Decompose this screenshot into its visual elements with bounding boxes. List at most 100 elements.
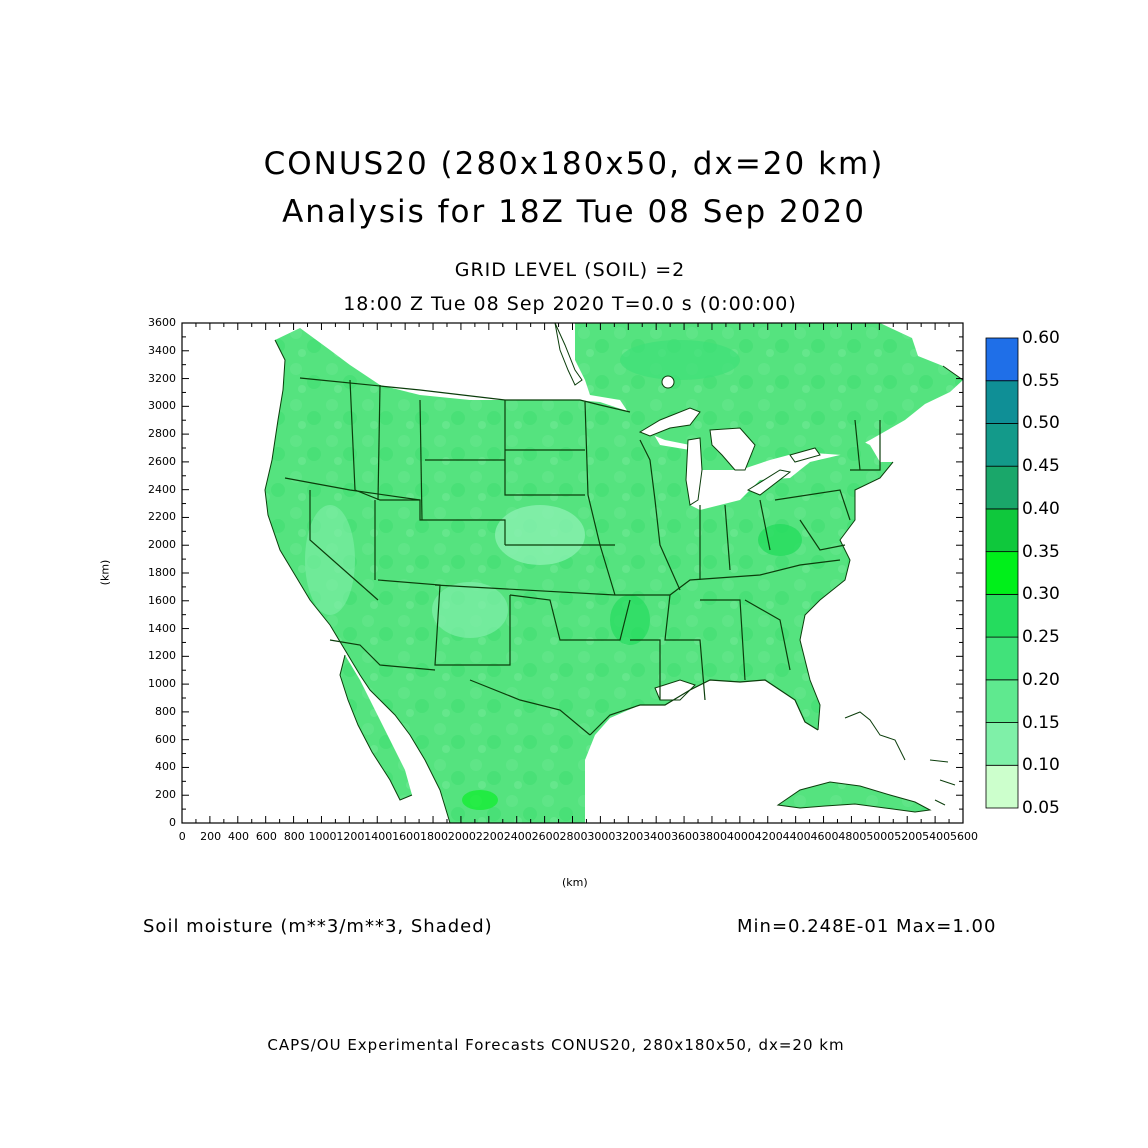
- y-axis-label: (km): [98, 559, 112, 586]
- x-tick-label: 2600: [531, 830, 560, 843]
- cuba-land: [778, 782, 930, 812]
- colorbar-label: 0.15: [1022, 712, 1060, 733]
- y-tick-label: 2400: [148, 482, 176, 496]
- x-tick-label: 3800: [698, 830, 727, 843]
- y-tick-label: 2600: [148, 454, 176, 468]
- minmax-caption: Min=0.248E-01 Max=1.00: [737, 916, 997, 937]
- x-axis-label: (km): [562, 876, 588, 889]
- x-tick-label: 0: [178, 830, 186, 843]
- variable-caption: Soil moisture (m**3/m**3, Shaded): [143, 916, 493, 937]
- x-tick-label: 3200: [615, 830, 644, 843]
- x-tick-label: 5000: [866, 830, 895, 843]
- colorbar-swatch: [985, 423, 1019, 467]
- y-tick-label: 400: [155, 760, 176, 774]
- colorbar-swatch: [985, 764, 1019, 809]
- y-tick-label: 600: [155, 732, 176, 746]
- us-canada-border: [299, 377, 631, 413]
- x-tick-label: 1400: [364, 830, 393, 843]
- y-tick-label: 1600: [148, 593, 176, 607]
- lake-huron: [709, 427, 756, 471]
- time-label: 18:00 Z Tue 08 Sep 2020 T=0.0 s (0:00:00…: [343, 293, 797, 315]
- x-tick-label: 4800: [838, 830, 867, 843]
- grid-level-label: GRID LEVEL (SOIL) =2: [454, 259, 686, 281]
- y-tick-label: 200: [155, 788, 176, 802]
- colorbar-swatch: [985, 679, 1019, 723]
- plot-area: [182, 322, 964, 824]
- x-tick-label: 5600: [950, 830, 978, 843]
- colorbar-label: 0.20: [1022, 669, 1060, 690]
- colorbar-label: 0.40: [1022, 498, 1060, 519]
- colorbar-swatch: [985, 380, 1019, 424]
- x-tick-label: 2200: [475, 830, 504, 843]
- coastlines: [264, 339, 964, 824]
- conus-land: [265, 328, 893, 823]
- colorbar-swatch: [985, 465, 1019, 510]
- colorbar-label: 0.10: [1022, 755, 1060, 776]
- y-tick-label: 1200: [148, 649, 176, 663]
- lake-michigan: [685, 437, 703, 506]
- water-bodies: [554, 322, 821, 701]
- x-tick-label: 200: [200, 830, 222, 843]
- y-tick-label: 3600: [148, 316, 176, 329]
- x-tick-label: 4600: [810, 830, 839, 843]
- hudson-bay-edge: [554, 322, 583, 386]
- colorbar-swatch: [985, 636, 1019, 681]
- lake-erie: [746, 469, 792, 496]
- y-tick-label: 3200: [148, 371, 176, 385]
- x-tick-label: 3600: [671, 830, 700, 843]
- colorbar-label: 0.25: [1022, 627, 1060, 648]
- colorbar-label: 0.35: [1022, 541, 1060, 562]
- colorbar-label: 0.50: [1022, 413, 1060, 434]
- land-field: [265, 323, 963, 823]
- colorbar-swatch: [985, 551, 1019, 595]
- y-tick-label: 800: [155, 704, 176, 718]
- axis-ticks: [181, 322, 964, 824]
- colorbar-label: 0.60: [1022, 328, 1060, 348]
- x-tick-label: 4400: [782, 830, 811, 843]
- y-tick-label: 2000: [148, 538, 176, 552]
- y-tick-label: 2200: [148, 510, 176, 524]
- y-tick-label: 0: [169, 816, 176, 829]
- footer-text: CAPS/OU Experimental Forecasts CONUS20, …: [267, 1036, 845, 1054]
- x-tick-label: 5400: [922, 830, 951, 843]
- y-tick-label: 3400: [148, 343, 176, 357]
- colorbar-label: 0.30: [1022, 584, 1060, 605]
- x-tick-label: 2800: [559, 830, 588, 843]
- x-tick-label: 4000: [726, 830, 755, 843]
- y-tick-label: 1400: [148, 621, 176, 635]
- title-line-1: CONUS20 (280x180x50, dx=20 km): [263, 146, 885, 182]
- gulf-coast-water: [654, 679, 696, 701]
- colorbar: [985, 337, 1019, 809]
- x-tick-label: 2400: [503, 830, 532, 843]
- y-tick-label: 1800: [148, 566, 176, 579]
- x-tick-label: 1800: [420, 830, 449, 843]
- colorbar-swatch: [985, 337, 1019, 382]
- colorbar-label: 0.45: [1022, 456, 1060, 477]
- x-tick-label: 4200: [754, 830, 783, 843]
- x-tick-label: 1200: [336, 830, 365, 843]
- colorbar-label: 0.05: [1022, 798, 1060, 818]
- x-tick-label: 2000: [447, 830, 476, 843]
- x-tick-label: 5200: [894, 830, 923, 843]
- lake-superior: [638, 407, 701, 437]
- lake-ontario: [789, 447, 821, 463]
- gulf-coastline: [589, 679, 819, 736]
- x-tick-label: 3000: [587, 830, 616, 843]
- baja-land: [340, 655, 412, 800]
- y-tick-label: 2800: [148, 427, 176, 441]
- x-tick-label: 1000: [308, 830, 337, 843]
- x-tick-label: 400: [228, 830, 250, 843]
- x-tick-label: 1600: [392, 830, 421, 843]
- y-tick-label: 3000: [148, 399, 176, 413]
- x-tick-label: 3400: [643, 830, 672, 843]
- colorbar-label: 0.55: [1022, 370, 1060, 391]
- colorbar-swatch: [985, 508, 1019, 553]
- boundaries: [284, 377, 881, 736]
- title-line-2: Analysis for 18Z Tue 08 Sep 2020: [282, 194, 866, 230]
- y-tick-label: 1000: [148, 677, 176, 691]
- colorbar-swatch: [985, 593, 1019, 638]
- x-tick-label: 800: [283, 830, 305, 843]
- x-tick-label: 600: [255, 830, 277, 843]
- colorbar-swatch: [985, 722, 1019, 766]
